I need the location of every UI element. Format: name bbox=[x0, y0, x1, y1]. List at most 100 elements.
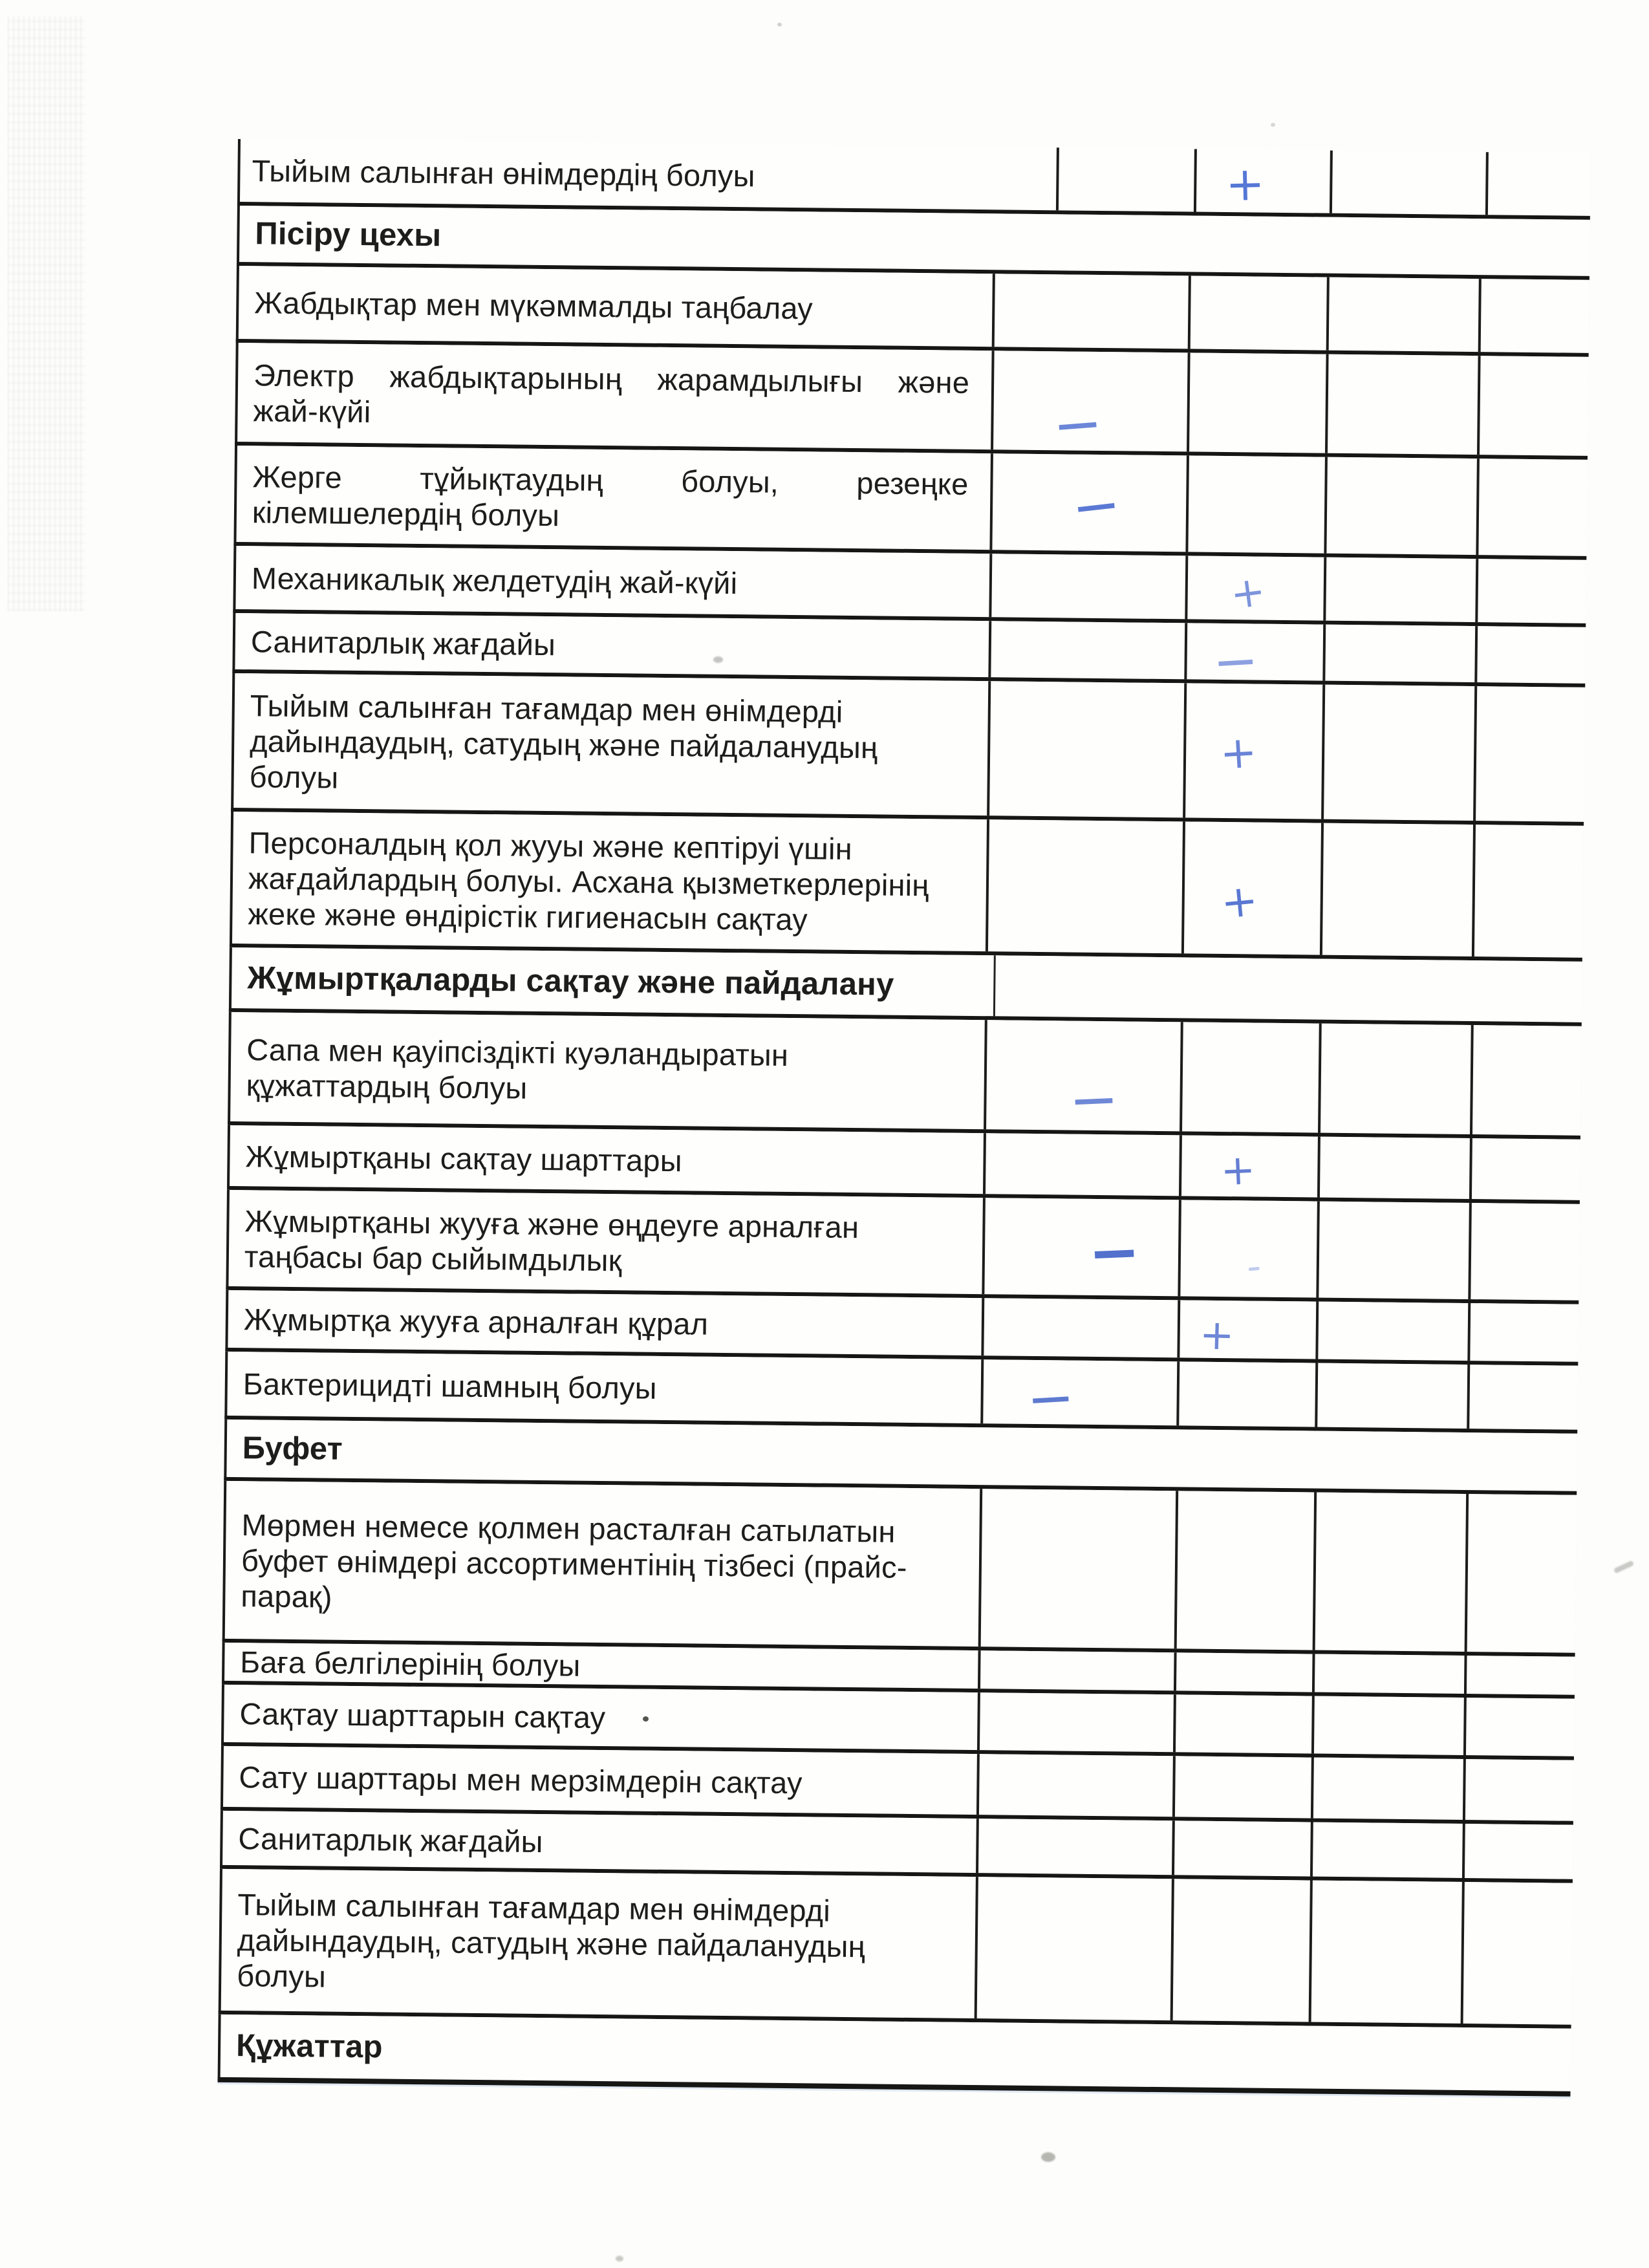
grade-cell-3 bbox=[1325, 354, 1478, 455]
handwritten-plus-mark: + bbox=[1218, 874, 1260, 929]
handwritten-plus-mark: + bbox=[1220, 1146, 1256, 1196]
scan-edge-noise bbox=[8, 16, 85, 611]
grade-cell-2: + bbox=[1183, 683, 1323, 819]
criterion-label: Персоналдың қол жууы және кептіруі үшін … bbox=[248, 825, 929, 936]
criterion-cell: Сату шарттары мен мерзімдерін сақтау bbox=[223, 1746, 977, 1815]
grade-cell-4 bbox=[1464, 1494, 1580, 1653]
table-row: Жабдықтар мен мүкәммалды таңбалау bbox=[235, 265, 1592, 357]
criterion-cell: Санитарлық жағдайы bbox=[222, 1811, 976, 1873]
criterion-label: Сапа мен қауіпсіздікті куәландыратын құж… bbox=[246, 1031, 789, 1105]
criterion-label: Жабдықтар мен мүкәммалды таңбалау bbox=[254, 285, 814, 326]
grade-cell-2: − bbox=[1184, 623, 1324, 694]
criterion-label: Жұмыртқаны жууға және өңдеуге арналған т… bbox=[244, 1203, 859, 1277]
grade-cell-2: + bbox=[1185, 556, 1324, 621]
grade-cell-3 bbox=[1312, 1492, 1467, 1652]
handwritten-minus-mark: − bbox=[1067, 1064, 1120, 1136]
grade-cell-1 bbox=[975, 1819, 1172, 1875]
grade-cell-3 bbox=[1311, 1696, 1464, 1755]
checklist-table: Тыйым салынған өнімдердің болуы + Пісіру… bbox=[217, 139, 1593, 2097]
handwritten-minus-mark: − bbox=[1086, 1215, 1142, 1290]
grade-cell-3 bbox=[1317, 1136, 1470, 1200]
grade-cell-2 bbox=[1176, 1361, 1316, 1427]
criterion-label: Тыйым салынған өнімдердің болуы bbox=[252, 153, 755, 193]
table-row: Жұмыртқаны жууға және өңдеуге арналған т… bbox=[226, 1189, 1582, 1304]
criterion-cell: Мөрмен немесе қолмен расталған сатылатын… bbox=[225, 1481, 980, 1647]
grade-cell-4 bbox=[1469, 1025, 1584, 1136]
grade-cell-3 bbox=[1315, 1363, 1468, 1429]
grade-cell-2: + bbox=[1193, 149, 1330, 213]
criterion-cell: Тыйым салынған өнімдердің болуы bbox=[240, 139, 1057, 210]
grade-cell-4 bbox=[1476, 356, 1591, 456]
grade-cell-3 bbox=[1324, 457, 1477, 556]
grade-cell-1: − bbox=[982, 1198, 1179, 1297]
section-header-label: Пісіру цехы bbox=[255, 216, 442, 254]
scan-speck bbox=[1613, 1560, 1635, 1574]
criterion-cell: Сапа мен қауіпсіздікті куәландыратын құж… bbox=[230, 1012, 985, 1129]
grade-cell-1 bbox=[987, 681, 1185, 818]
grade-cell-1 bbox=[991, 274, 1189, 349]
grade-cell-4 bbox=[1463, 1655, 1578, 1695]
grade-cell-4 bbox=[1476, 459, 1590, 556]
criterion-label: Жұмыртқаны сақтау шарттары bbox=[245, 1138, 683, 1178]
grade-cell-4 bbox=[1467, 1303, 1582, 1362]
grade-cell-2 bbox=[1187, 275, 1327, 351]
grade-cell-2 bbox=[1170, 1879, 1310, 2022]
criterion-cell: Тыйым салынған тағамдар мен өнімдерді да… bbox=[221, 1869, 976, 2018]
criterion-label: Жұмыртқа жууға арналған құрал bbox=[243, 1302, 709, 1341]
grade-cell-1 bbox=[976, 1754, 1173, 1817]
grade-cell-2 bbox=[1180, 1022, 1319, 1133]
grade-cell-4 bbox=[1468, 1203, 1582, 1301]
grade-cell-1 bbox=[985, 819, 1183, 954]
grade-cell-4 bbox=[1463, 1697, 1577, 1756]
scan-speck bbox=[777, 23, 782, 27]
grade-cell-4 bbox=[1460, 1881, 1575, 2025]
section-header: Пісіру цехы bbox=[239, 213, 1590, 268]
scan-speck bbox=[616, 2256, 623, 2262]
grade-cell-2: + bbox=[1178, 1135, 1318, 1198]
table-row: Тыйым салынған тағамдар мен өнімдерді да… bbox=[231, 673, 1588, 826]
criterion-label: Санитарлық жағдайы bbox=[238, 1820, 543, 1859]
section-header: Буфет bbox=[226, 1428, 1577, 1483]
table-row: Сапа мен қауіпсіздікті куәландыратын құж… bbox=[228, 1011, 1584, 1139]
grade-cell-4 bbox=[1475, 559, 1590, 623]
section-header: Жұмыртқаларды сақтау және пайдалану bbox=[232, 957, 1582, 1012]
grade-cell-1 bbox=[982, 1133, 1180, 1196]
criterion-label: Сату шарттары мен мерзімдерін сақтау bbox=[239, 1759, 803, 1800]
scan-speck bbox=[1271, 123, 1275, 127]
grade-cell-1 bbox=[1055, 147, 1194, 212]
criterion-cell: Санитарлық жағдайы bbox=[235, 613, 989, 677]
faint-pen-dot bbox=[1248, 1266, 1260, 1271]
criterion-label: жай-күйі bbox=[253, 393, 371, 429]
grade-cell-3 bbox=[1322, 624, 1476, 683]
criterion-label: Мөрмен немесе қолмен расталған сатылатын… bbox=[241, 1507, 907, 1614]
grade-cell-1 bbox=[978, 1489, 1176, 1649]
grade-cell-4 bbox=[1462, 1758, 1577, 1821]
criterion-cell: Бактерицидті шамның болуы bbox=[227, 1352, 981, 1423]
criterion-cell: Жабдықтар мен мүкәммалды таңбалау bbox=[239, 266, 993, 347]
criterion-cell: Жұмыртқа жууға арналған құрал bbox=[228, 1290, 982, 1355]
grade-cell-2 bbox=[1187, 352, 1326, 453]
grade-cell-4 bbox=[1467, 1365, 1581, 1430]
grade-cell-4 bbox=[1485, 152, 1593, 216]
handwritten-minus-mark: − bbox=[1211, 628, 1260, 695]
criterion-label: Тыйым салынған тағамдар мен өнімдерді да… bbox=[249, 687, 878, 795]
grade-cell-2 bbox=[1171, 1820, 1311, 1877]
section-header: Құжаттар bbox=[221, 2025, 1571, 2080]
grade-cell-3 bbox=[1308, 1880, 1462, 2024]
grade-cell-4 bbox=[1474, 626, 1589, 684]
grade-cell-1 bbox=[974, 1877, 1172, 2021]
section-header-label: Буфет bbox=[242, 1431, 343, 1467]
table-row: Жерге тұйықтаудың болуы, резеңке кілемшелер… bbox=[233, 445, 1590, 560]
grade-cell-4 bbox=[1478, 279, 1592, 353]
scan-speck bbox=[713, 656, 723, 663]
grade-cell-3 bbox=[1311, 1654, 1465, 1694]
grade-cell-1: − bbox=[989, 453, 1187, 552]
scan-line-artifact bbox=[993, 955, 996, 1017]
table-row: Тыйым салынған тағамдар мен өнімдерді да… bbox=[218, 1868, 1575, 2029]
criterion-cell: Электр жабдықтарының жарамдылығы және жай-к… bbox=[237, 343, 992, 449]
criterion-label: Сақтау шарттарын сақтау bbox=[239, 1696, 606, 1735]
criterion-cell: Механикалық желдетудің жай-күйі bbox=[235, 546, 989, 617]
grade-cell-1 bbox=[989, 554, 1186, 620]
handwritten-plus-mark: + bbox=[1198, 1311, 1235, 1360]
grade-cell-2 bbox=[1173, 1652, 1313, 1692]
